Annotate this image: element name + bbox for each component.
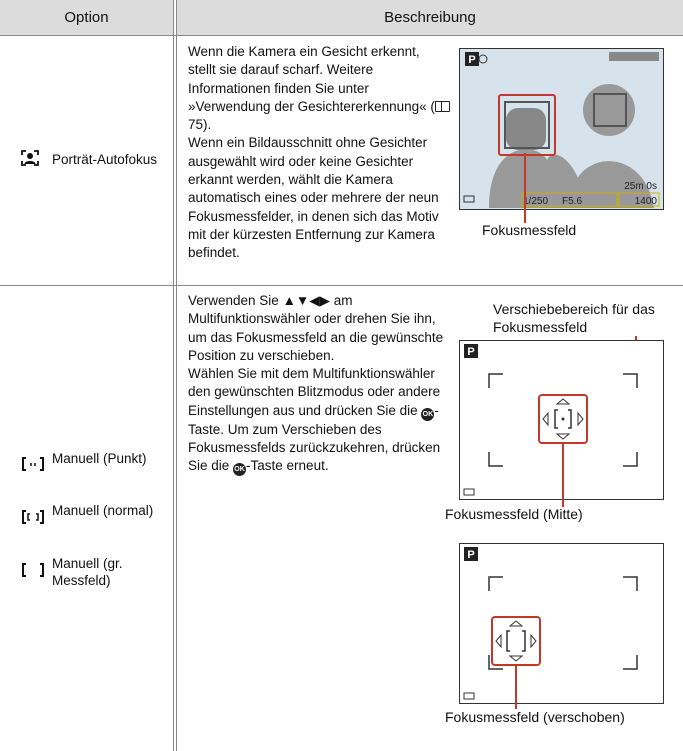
column-divider — [173, 0, 174, 751]
column-divider — [176, 0, 177, 751]
aperture: F5.6 — [562, 196, 582, 207]
camera-screen: P 1/250 F5.6 25m 0s 1400 — [459, 48, 664, 210]
ok-icon: OK — [233, 463, 247, 477]
normal-icon — [22, 510, 44, 524]
mode: P — [468, 54, 475, 66]
description-text: Wenn ein Bildausschnitt ohne Gesichter a… — [188, 135, 439, 261]
figure-caption: Fokusmessfeld (verschoben) — [445, 709, 625, 725]
pointer-line — [515, 664, 517, 709]
pointer-line — [524, 153, 526, 223]
camera-screen: P — [459, 543, 664, 704]
ok-icon: OK — [421, 407, 435, 421]
spot-icon — [22, 457, 44, 471]
header-description: Beschreibung — [177, 0, 683, 35]
portrait-icon — [21, 150, 39, 166]
wide-icon — [22, 563, 44, 577]
option-label: Manuell (Punkt) — [52, 451, 147, 466]
figure-caption: Fokusmessfeld (Mitte) — [445, 506, 583, 522]
figure: Verschiebebereich für das Fokusmessfeld … — [445, 292, 670, 732]
header-option: Option — [0, 0, 173, 35]
description-text: Wählen Sie mit dem Multifunktionswähler … — [188, 366, 441, 418]
option-label: Manuell (gr. Messfeld) — [52, 556, 123, 588]
option-label: Porträt-Autofokus — [52, 152, 158, 167]
mode: P — [467, 346, 474, 358]
mode: P — [467, 549, 474, 561]
shutter: 1/250 — [523, 196, 548, 207]
shot-count: 1400 — [635, 196, 658, 207]
camera-screen: P — [459, 340, 664, 500]
pointer-line — [562, 443, 564, 507]
description: P 1/250 F5.6 25m 0s 1400 Fokusmessfeld — [188, 43, 670, 263]
description-text: Verwenden Sie ▲▼◀▶ am Multifunktionswähl… — [188, 293, 444, 363]
figure-caption: Fokusmessfeld — [482, 222, 577, 238]
range-label: Verschiebebereich für das Fokusmessfeld — [493, 301, 655, 335]
description-text: Wenn die Kamera ein Gesicht erkennt, ste… — [188, 44, 435, 114]
recording-time: 25m 0s — [624, 181, 657, 192]
description-text: -Taste. Um zum Verschieben des Fokusmess… — [188, 402, 441, 474]
row-divider — [0, 35, 683, 36]
description: Verschiebebereich für das Fokusmessfeld … — [188, 292, 670, 732]
description-text: -Taste erneut. — [246, 458, 329, 474]
figure: P 1/250 F5.6 25m 0s 1400 Fokusmessfeld — [458, 43, 670, 255]
description-text: 75). — [188, 117, 212, 133]
book-icon — [434, 100, 450, 112]
row-divider — [0, 285, 683, 286]
option-label: Manuell (normal) — [52, 503, 154, 518]
